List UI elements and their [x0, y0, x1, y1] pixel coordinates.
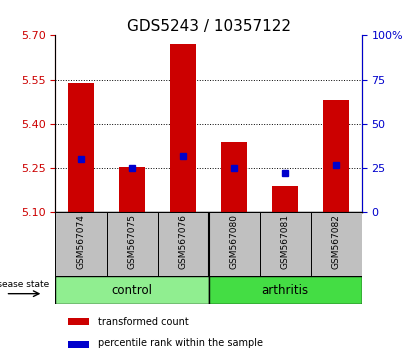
Text: arthritis: arthritis: [261, 284, 309, 297]
Bar: [311, 212, 362, 276]
Bar: [222, 142, 247, 212]
Text: GSM567075: GSM567075: [127, 213, 136, 269]
Bar: [106, 212, 157, 276]
Bar: [68, 318, 89, 325]
Text: GSM567074: GSM567074: [76, 213, 85, 269]
Text: control: control: [111, 284, 152, 297]
Bar: [272, 186, 298, 212]
Title: GDS5243 / 10357122: GDS5243 / 10357122: [127, 19, 291, 34]
Bar: [323, 100, 349, 212]
Bar: [55, 276, 209, 304]
Bar: [260, 212, 311, 276]
Bar: [209, 276, 362, 304]
Text: transformed count: transformed count: [98, 317, 189, 327]
Bar: [55, 212, 106, 276]
Text: GSM567080: GSM567080: [230, 213, 239, 269]
Text: GSM567081: GSM567081: [281, 213, 290, 269]
Text: percentile rank within the sample: percentile rank within the sample: [98, 338, 263, 348]
Text: GSM567076: GSM567076: [178, 213, 187, 269]
Bar: [119, 167, 145, 212]
Bar: [68, 82, 94, 212]
Bar: [157, 212, 208, 276]
Text: disease state: disease state: [0, 280, 50, 289]
Bar: [209, 212, 260, 276]
Text: GSM567082: GSM567082: [332, 213, 341, 269]
Bar: [68, 341, 89, 348]
Bar: [170, 44, 196, 212]
